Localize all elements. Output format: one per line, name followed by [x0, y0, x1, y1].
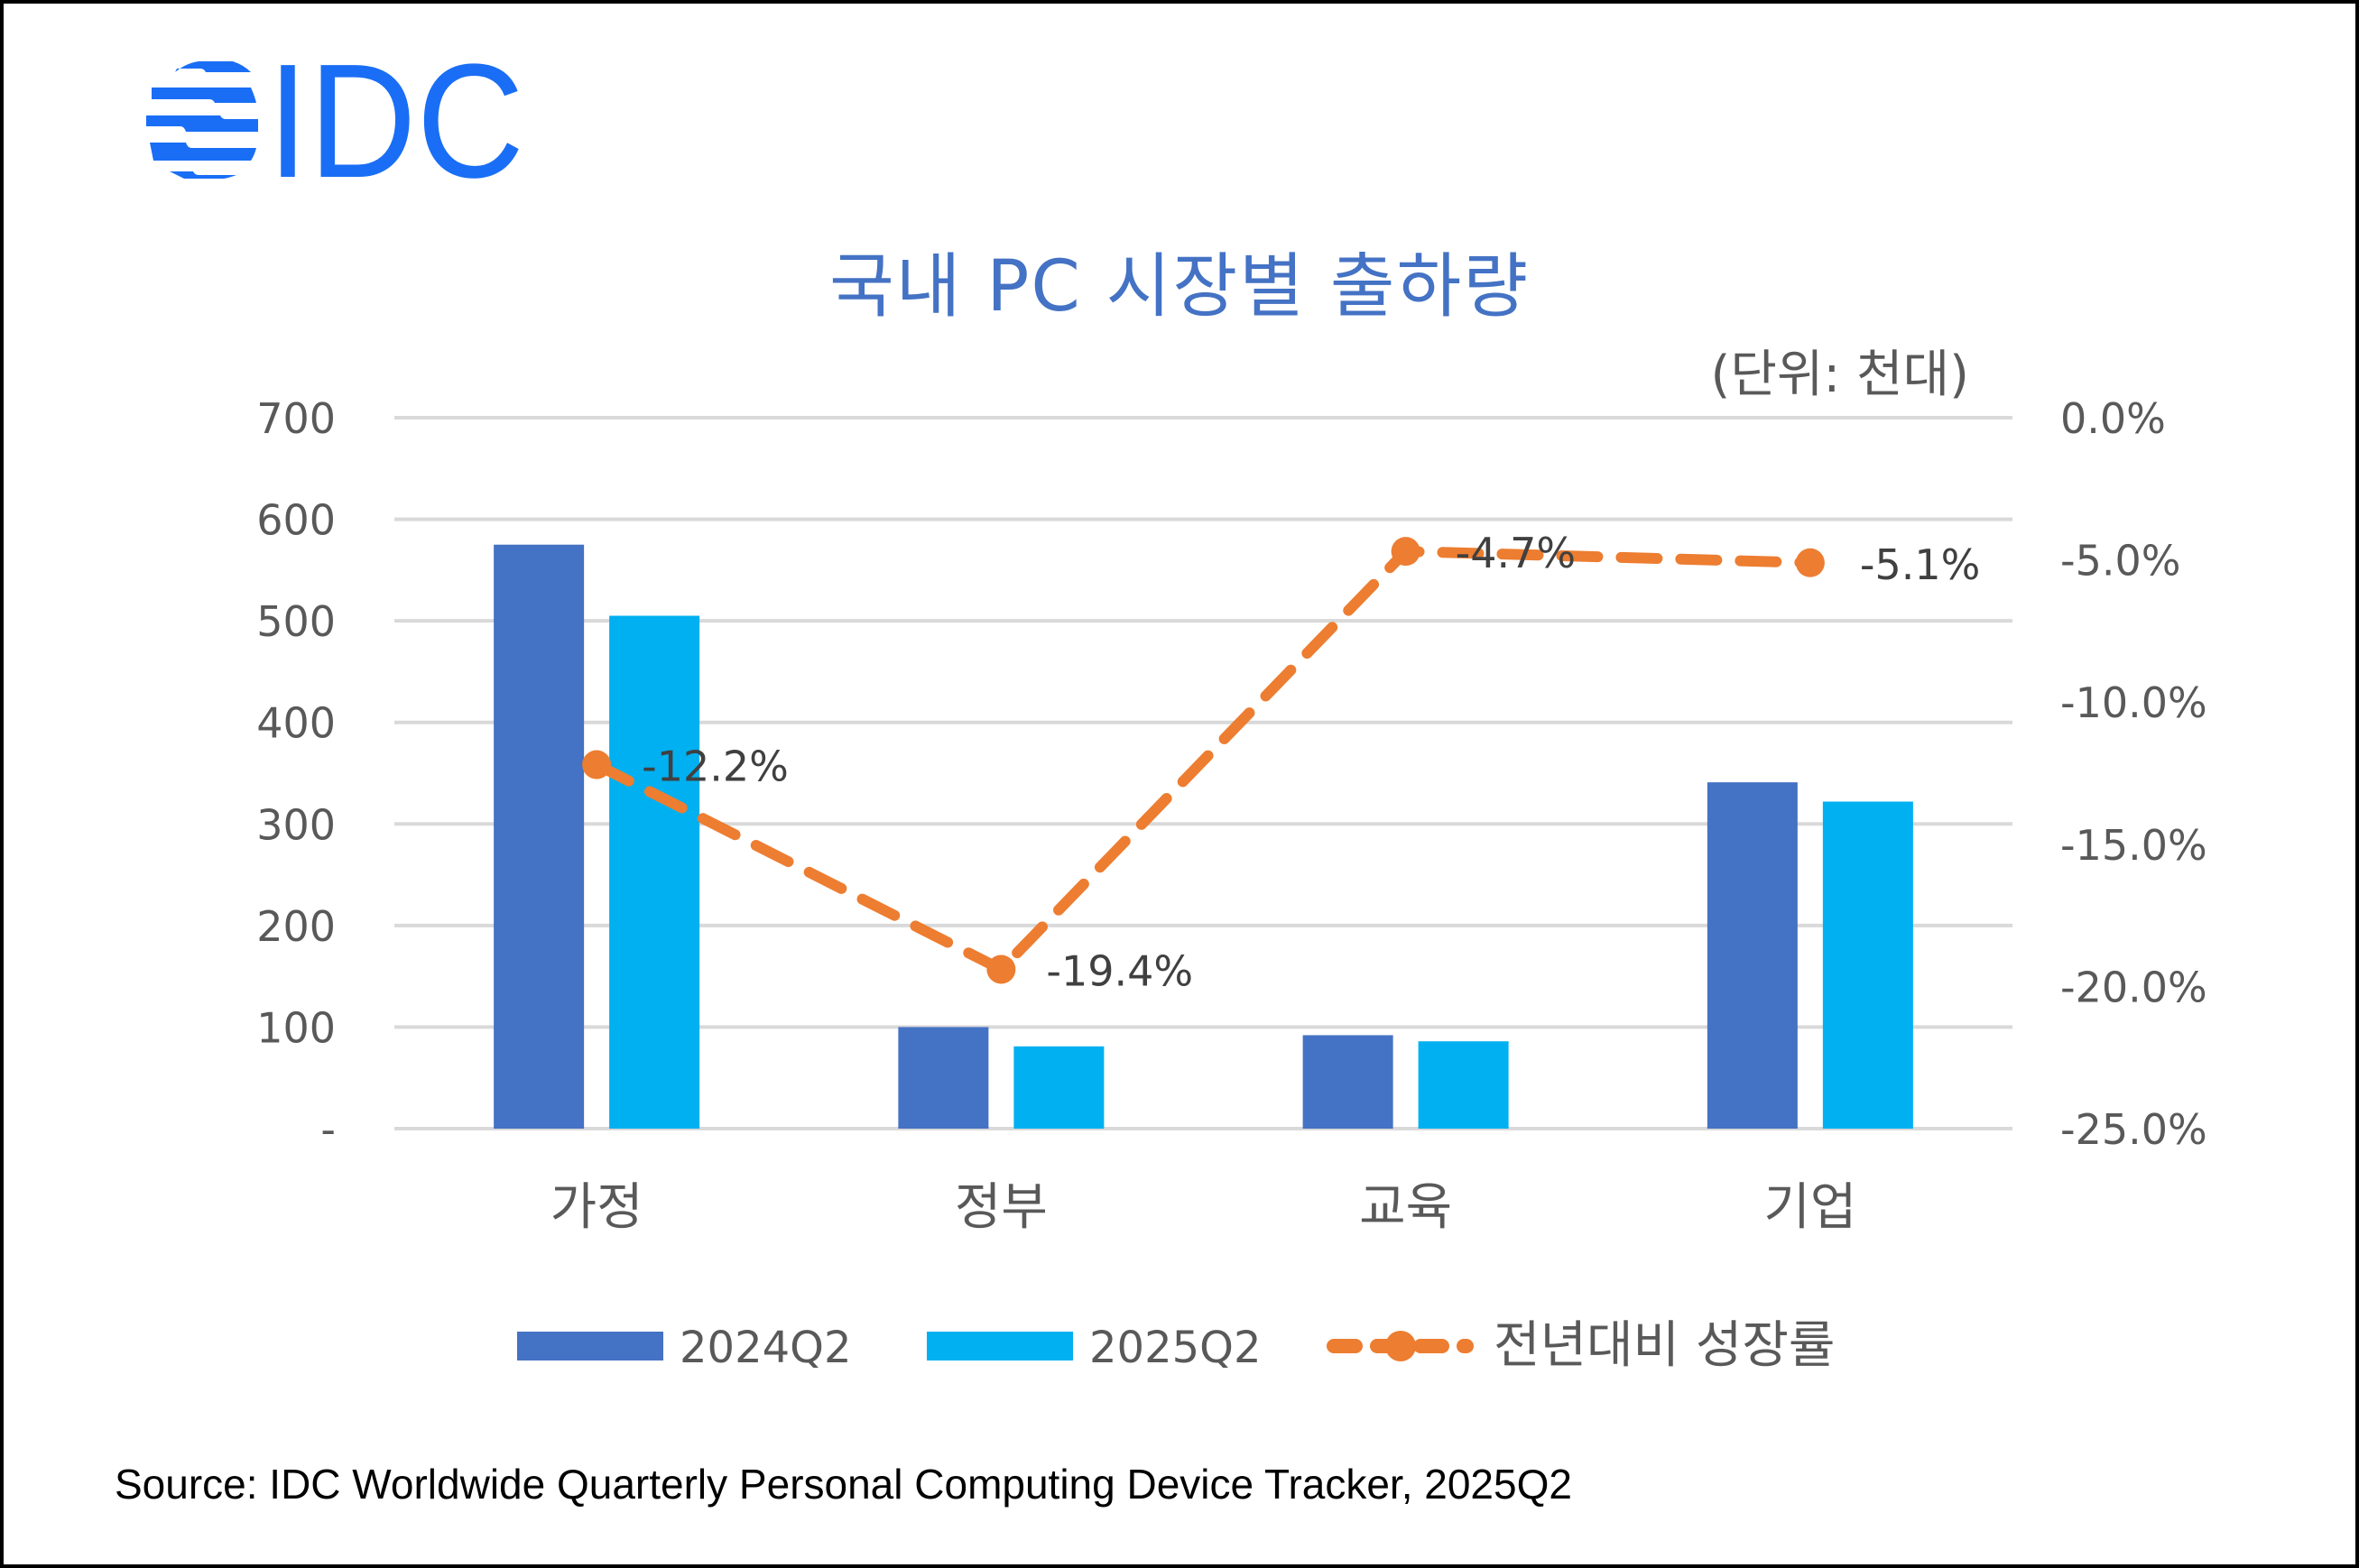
- legend-marker: [1385, 1331, 1416, 1361]
- legend: 2024Q2 2025Q2 전년대비 성장률: [517, 1316, 1835, 1375]
- bar-2025Q2-가정: [609, 615, 700, 1129]
- x-axis: 가정 정부 교육 기업: [550, 1178, 1857, 1237]
- bar-2024Q2-기업: [1707, 782, 1798, 1129]
- bar-2025Q2-교육: [1418, 1041, 1509, 1129]
- category-label: 가정: [550, 1178, 643, 1237]
- y-left-tick-label: 500: [256, 597, 336, 646]
- y-left-axis: - 100 200 300 400 500 600 700: [256, 394, 336, 1154]
- bar-2024Q2-교육: [1302, 1035, 1393, 1129]
- y-right-tick-label: 0.0%: [2060, 394, 2166, 443]
- unit-label: (단위: 천대): [1710, 346, 1969, 404]
- legend-swatch-2024Q2: [517, 1332, 663, 1360]
- y-left-tick-label: 200: [256, 902, 336, 951]
- y-right-tick-label: -5.0%: [2060, 537, 2180, 586]
- legend-label: 전년대비 성장률: [1494, 1316, 1835, 1375]
- category-label: 정부: [955, 1178, 1048, 1237]
- growth-marker: [1391, 537, 1420, 567]
- legend-swatch-2025Q2: [927, 1332, 1073, 1360]
- growth-data-label: -4.7%: [1456, 529, 1576, 577]
- y-left-tick-label: 700: [256, 394, 336, 443]
- growth-marker: [582, 750, 612, 779]
- category-label: 기업: [1763, 1178, 1856, 1237]
- growth-line-path: [591, 546, 1816, 976]
- y-right-tick-label: -25.0%: [2060, 1105, 2207, 1154]
- bar-2024Q2-정부: [898, 1027, 989, 1129]
- bars: [494, 544, 1913, 1129]
- category-label: 교육: [1359, 1178, 1452, 1237]
- y-right-tick-label: -15.0%: [2060, 821, 2207, 870]
- logo-text: IDC: [267, 60, 524, 179]
- chart-title: 국내 PC 시장별 출하량: [829, 246, 1530, 327]
- globe-icon: [146, 61, 258, 179]
- legend-label: 2025Q2: [1089, 1323, 1261, 1373]
- y-left-tick-label: -: [320, 1105, 336, 1154]
- bar-2025Q2-기업: [1822, 801, 1913, 1129]
- y-right-axis: 0.0% -5.0% -10.0% -15.0% -20.0% -25.0%: [2060, 394, 2207, 1154]
- growth-line: -12.2% -19.4% -4.7% -5.1%: [582, 529, 1980, 995]
- source-note: Source: IDC Worldwide Quarterly Personal…: [115, 1461, 1572, 1508]
- y-left-tick-label: 600: [256, 496, 336, 545]
- growth-data-label: -5.1%: [1860, 540, 1980, 589]
- legend-label: 2024Q2: [680, 1323, 851, 1373]
- bar-2024Q2-가정: [494, 544, 585, 1129]
- growth-marker: [986, 955, 1016, 984]
- y-left-tick-label: 400: [256, 699, 336, 748]
- growth-data-label: -12.2%: [642, 742, 789, 791]
- y-left-tick-label: 300: [256, 800, 336, 849]
- bar-2025Q2-정부: [1013, 1046, 1105, 1129]
- y-left-tick-label: 100: [256, 1003, 336, 1052]
- growth-marker: [1795, 548, 1825, 577]
- idc-logo: IDC: [146, 60, 524, 179]
- growth-data-label: -19.4%: [1046, 946, 1193, 995]
- y-right-tick-label: -10.0%: [2060, 678, 2207, 727]
- y-right-tick-label: -20.0%: [2060, 963, 2207, 1011]
